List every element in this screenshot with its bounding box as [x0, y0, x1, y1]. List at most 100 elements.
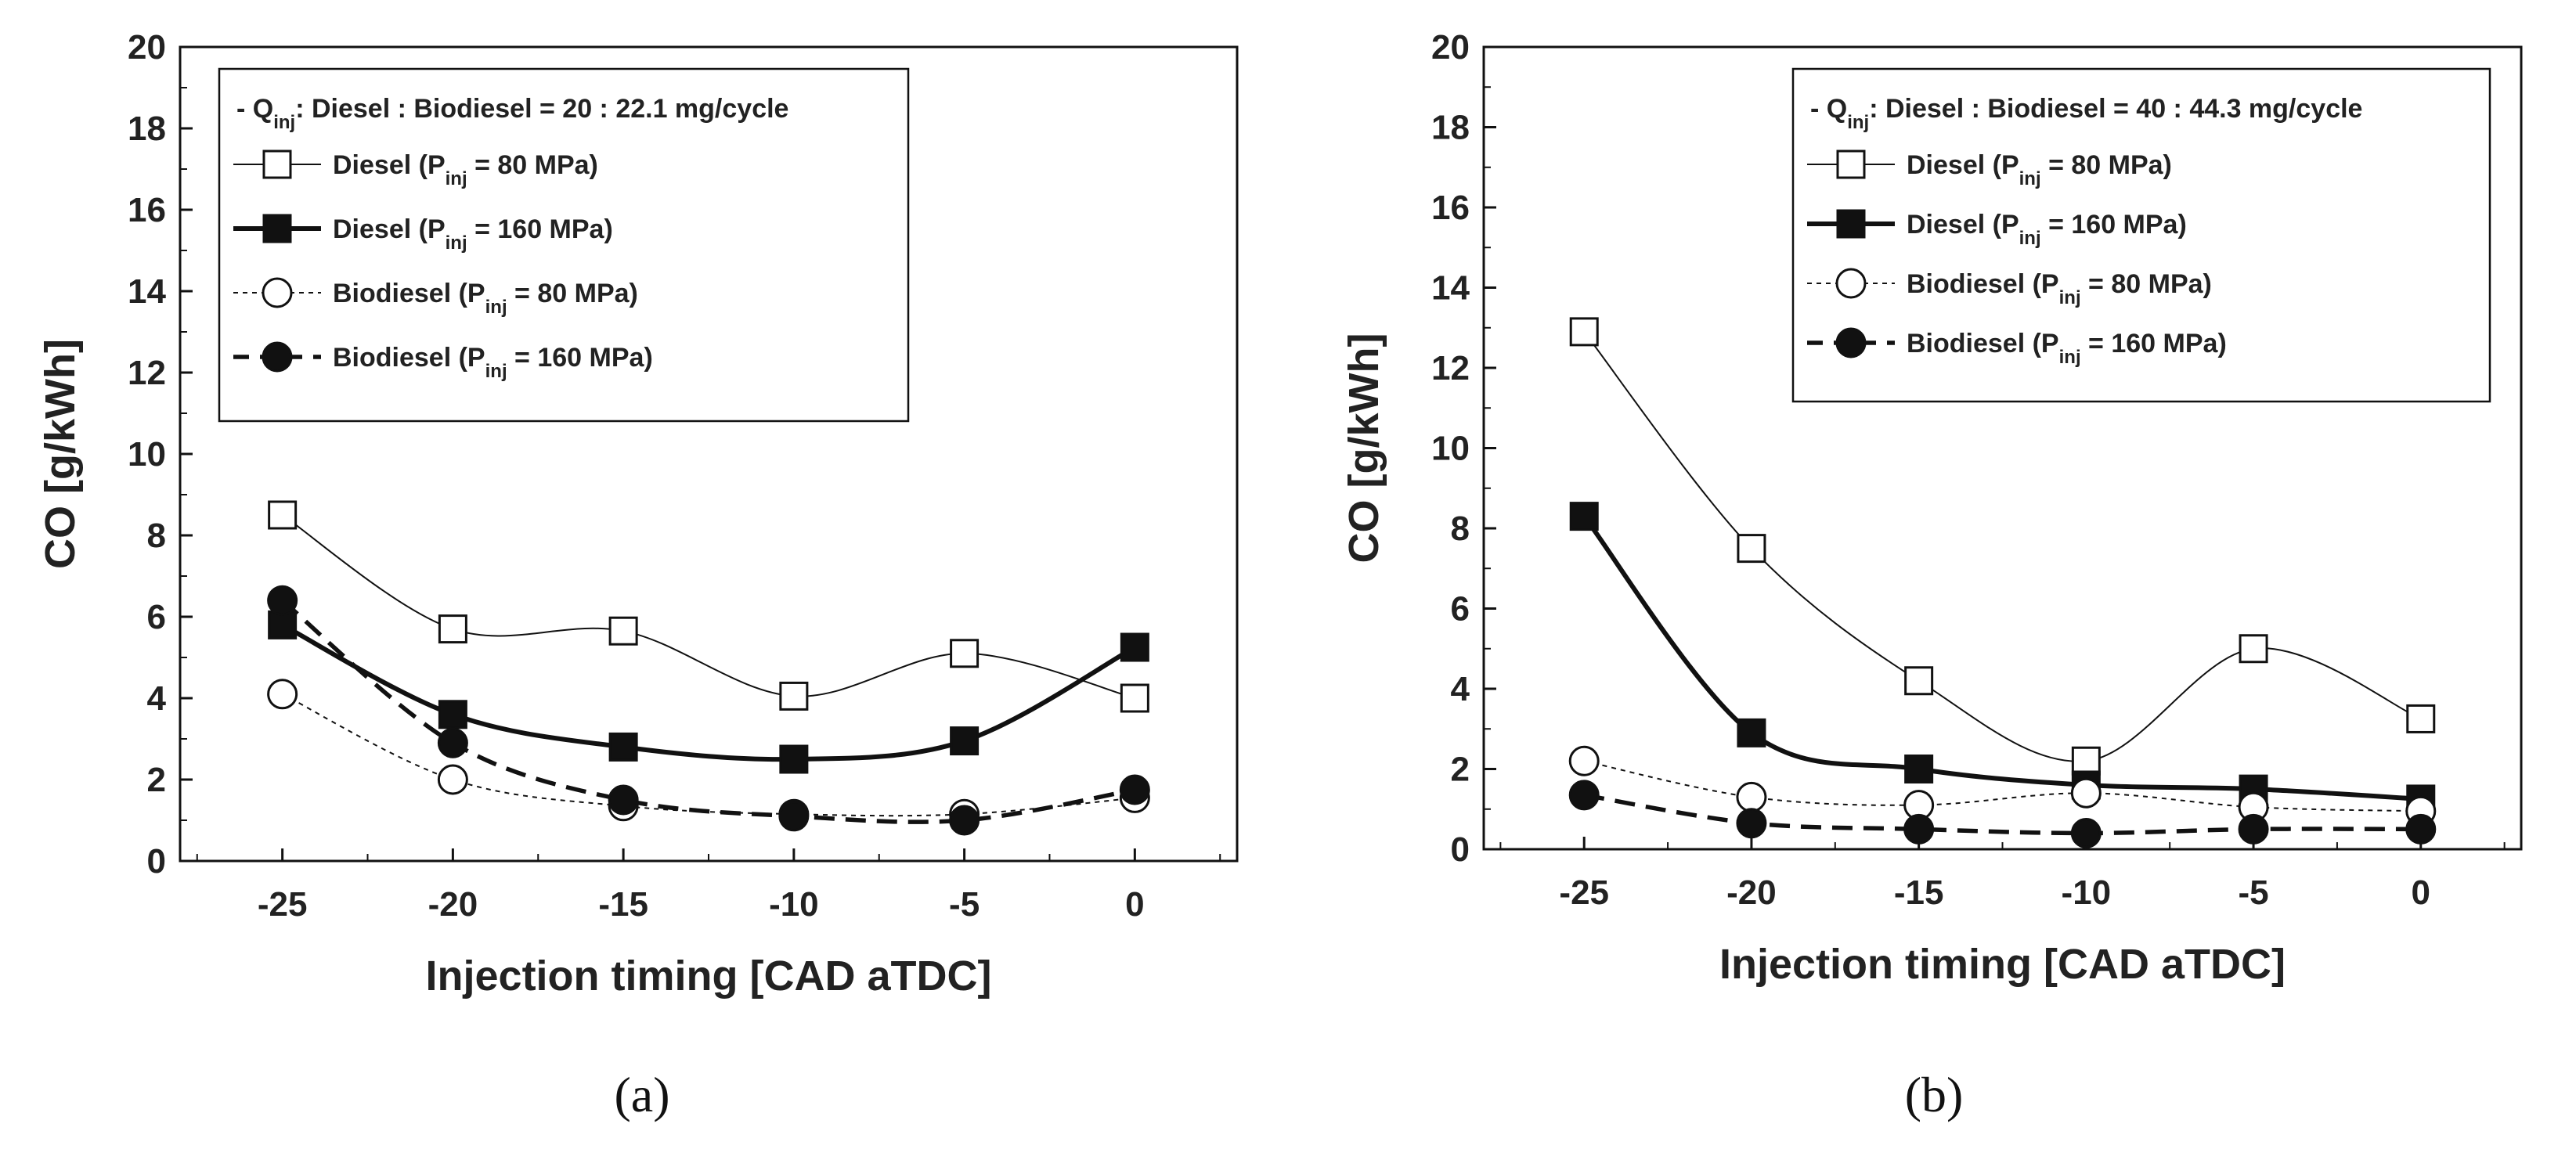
y-tick-label: 10 — [1431, 430, 1470, 468]
x-tick-label: -5 — [949, 885, 980, 924]
legend-label-post: = 160 MPa) — [467, 214, 613, 244]
legend-marker-1 — [1836, 209, 1866, 239]
legend-label-sub: inj — [2019, 168, 2041, 189]
y-tick-label: 8 — [1451, 510, 1470, 548]
data-point-3-0 — [1568, 780, 1600, 811]
legend-label-0: Diesel (Pinj = 80 MPa) — [1907, 150, 2172, 189]
y-tick-label: 14 — [1431, 269, 1470, 308]
y-tick-label: 0 — [147, 842, 166, 881]
data-point-0-0 — [1569, 317, 1599, 347]
series-line-1 — [1582, 514, 2421, 801]
y-tick-label: 18 — [128, 110, 166, 148]
data-point-3-1 — [437, 727, 468, 758]
y-tick-label: 16 — [1431, 189, 1470, 227]
data-point-1-2 — [608, 732, 638, 762]
legend-marker-0 — [1836, 149, 1866, 179]
data-point-0-1 — [1737, 534, 1766, 564]
data-point-0-2 — [1904, 666, 1934, 696]
data-point-3-4 — [2238, 813, 2269, 845]
legend-header-sub: inj — [273, 112, 295, 133]
legend-marker-2 — [262, 277, 293, 308]
x-tick-label: -20 — [1726, 873, 1777, 912]
chart-panel-a: 0 2 4 6 8 10 12 14 16 18 20 -25 -20 -15 -10 -5 0 Injectio… — [37, 28, 1239, 1122]
legend-label-sub: inj — [485, 297, 507, 318]
legend-label-pre: Biodiesel (P — [1907, 269, 2059, 299]
x-tick-label: -25 — [1559, 873, 1609, 912]
legend-header-prefix: - Q — [236, 94, 273, 124]
x-axis-title: Injection timing [CAD aTDC] — [426, 953, 992, 1000]
data-point-3-4 — [949, 805, 980, 836]
series-line-0 — [282, 514, 1135, 699]
series-line-3 — [1583, 793, 2421, 836]
legend-marker-1 — [262, 214, 292, 243]
panel-caption: (a) — [614, 1067, 669, 1122]
data-point-3-0 — [267, 585, 298, 616]
legend-label-3: Biodiesel (Pinj = 160 MPa) — [333, 343, 653, 382]
legend-label-0: Diesel (Pinj = 80 MPa) — [333, 150, 598, 189]
legend-label-post: = 160 MPa) — [2081, 329, 2227, 358]
data-point-0-3 — [2071, 746, 2101, 776]
chart-panel-b: 0 2 4 6 8 10 12 14 16 18 20 -25 -20 -15 -10 -5 0 Injectio… — [1340, 28, 2523, 1122]
legend: - Qinj: Diesel : Biodiesel = 20 : 22.1 m… — [218, 67, 910, 423]
legend-label-sub: inj — [446, 232, 467, 254]
legend-marker-3 — [1835, 327, 1867, 358]
data-point-2-1 — [1736, 781, 1767, 812]
data-point-0-1 — [438, 614, 467, 644]
data-point-2-0 — [267, 679, 298, 710]
legend-label-pre: Biodiesel (P — [1907, 329, 2059, 358]
data-point-3-3 — [2070, 818, 2102, 848]
legend-marker-0 — [262, 149, 292, 179]
legend-header-sub: inj — [1847, 112, 1869, 133]
legend-label-pre: Biodiesel (P — [333, 279, 485, 308]
y-tick-label: 6 — [1451, 590, 1470, 629]
legend-label-pre: Biodiesel (P — [333, 343, 485, 373]
data-point-1-0 — [1569, 502, 1599, 531]
x-tick-label: -10 — [769, 885, 819, 924]
data-point-3-3 — [778, 801, 810, 832]
legend: - Qinj: Diesel : Biodiesel = 40 : 44.3 m… — [1791, 67, 2491, 403]
data-point-3-5 — [2405, 813, 2437, 845]
legend-label-post: = 80 MPa) — [507, 279, 638, 308]
legend-label-sub: inj — [2019, 228, 2041, 249]
data-point-3-2 — [608, 784, 639, 816]
x-tick-label: 0 — [1125, 885, 1144, 924]
legend-label-pre: Diesel (P — [1907, 210, 2019, 240]
y-tick-label: 18 — [1431, 109, 1470, 147]
y-axis-title: CO [g/kWh] — [1340, 333, 1387, 564]
legend-label-post: = 80 MPa) — [2081, 269, 2212, 299]
y-tick-label: 12 — [128, 354, 166, 392]
legend-label-2: Biodiesel (Pinj = 80 MPa) — [333, 279, 638, 318]
series-line-1 — [281, 622, 1136, 762]
data-point-2-3 — [2070, 777, 2102, 809]
legend-label-post: = 80 MPa) — [2041, 150, 2172, 180]
y-axis-title: CO [g/kWh] — [37, 339, 84, 569]
legend-label-sub: inj — [2059, 287, 2081, 308]
x-tick-label: -10 — [2062, 873, 2112, 912]
y-tick-label: 2 — [1451, 751, 1470, 789]
legend-label-sub: inj — [485, 361, 507, 382]
x-tick-label: -20 — [428, 885, 478, 924]
data-point-1-2 — [1904, 755, 1934, 783]
legend-label-1: Diesel (Pinj = 160 MPa) — [333, 214, 613, 254]
data-point-3-5 — [1119, 774, 1150, 805]
x-tick-label: -15 — [598, 885, 648, 924]
y-tick-label: 10 — [128, 435, 166, 474]
x-tick-label: -15 — [1894, 873, 1944, 912]
data-point-0-3 — [779, 681, 809, 711]
x-tick-label: -5 — [2239, 873, 2269, 912]
legend-label-pre: Diesel (P — [333, 214, 446, 244]
data-point-0-4 — [2239, 634, 2268, 664]
y-tick-label: 0 — [1451, 830, 1470, 869]
legend-label-sub: inj — [2059, 347, 2081, 368]
y-tick-label: 14 — [128, 272, 166, 311]
y-tick-label: 20 — [1431, 28, 1470, 67]
series-line-3 — [280, 599, 1135, 824]
legend-label-post: = 80 MPa) — [467, 150, 598, 180]
data-point-1-3 — [779, 744, 809, 774]
legend-box — [218, 67, 910, 423]
legend-header-suffix: : Diesel : Biodiesel = 40 : 44.3 mg/cycl… — [1869, 94, 2362, 124]
x-tick-label: -25 — [258, 885, 308, 924]
data-point-2-1 — [437, 764, 468, 795]
legend-header: - Qinj: Diesel : Biodiesel = 40 : 44.3 m… — [1810, 94, 2362, 133]
